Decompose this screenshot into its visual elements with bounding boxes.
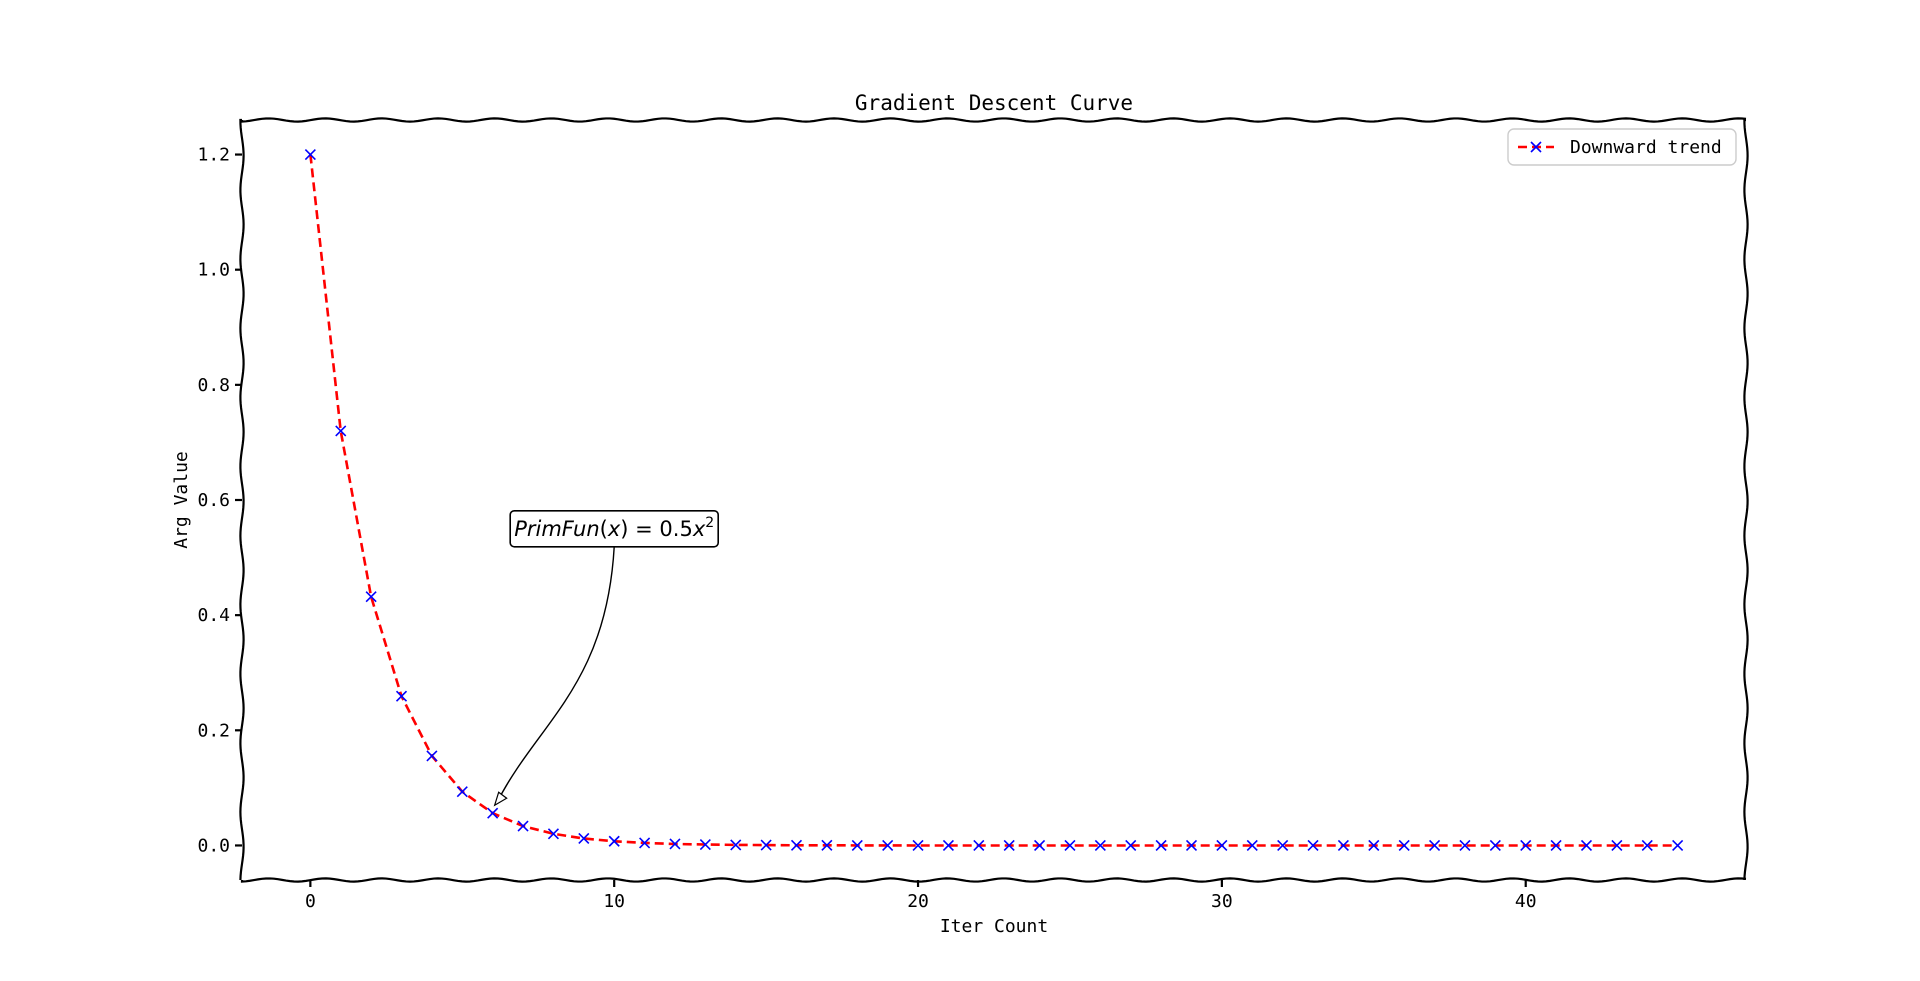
legend-marker <box>1530 141 1542 153</box>
data-point-marker <box>1246 839 1258 852</box>
data-point-marker <box>365 591 377 603</box>
data-point-marker <box>517 820 529 832</box>
data-point-marker <box>1672 839 1684 852</box>
data-point-marker <box>1489 839 1501 852</box>
annotation-arrowhead <box>493 791 508 807</box>
data-point-marker <box>1034 839 1046 852</box>
data-point-marker <box>1550 839 1562 852</box>
annotation-arrow <box>496 546 615 804</box>
data-point-marker <box>395 690 408 702</box>
x-tick-label: 0 <box>305 891 316 912</box>
data-point-marker <box>942 839 954 852</box>
x-tick-label: 40 <box>1515 891 1537 912</box>
annotation: PrimFun(x) = 0.5x2 <box>493 509 720 807</box>
data-point-marker <box>335 425 347 437</box>
y-tick-label: 0.4 <box>197 605 230 626</box>
data-point-marker <box>1277 839 1289 852</box>
data-point-marker <box>1185 839 1198 852</box>
data-point-marker <box>851 839 863 851</box>
data-point-marker <box>639 837 651 849</box>
data-point-marker <box>1459 839 1471 852</box>
data-point-marker <box>730 839 742 851</box>
spine-top <box>240 117 1747 123</box>
data-point-marker <box>912 839 924 852</box>
data-point-marker <box>578 832 590 845</box>
annotation-box <box>509 509 720 548</box>
data-point-marker <box>1368 839 1380 852</box>
y-tick-label: 1.0 <box>197 260 230 281</box>
data-point-marker <box>304 148 316 161</box>
data-point-marker <box>821 839 833 851</box>
y-axis-label: Arg Value <box>171 451 192 549</box>
y-tick-label: 1.2 <box>197 145 230 166</box>
spine-bottom <box>240 877 1747 883</box>
spine-right <box>1743 118 1749 881</box>
series-layer <box>304 148 1684 852</box>
y-tick-label: 0.0 <box>197 835 230 856</box>
series-line <box>309 154 1678 847</box>
data-point-marker <box>1641 839 1653 852</box>
data-point-marker <box>1337 839 1349 852</box>
data-point-marker <box>973 839 985 852</box>
data-point-marker <box>1094 839 1106 852</box>
data-point-marker <box>1611 839 1623 852</box>
data-point-marker <box>790 839 803 851</box>
data-point-marker <box>456 786 468 798</box>
data-point-marker <box>426 750 438 762</box>
plot-frame <box>239 117 1749 883</box>
axis-ticks: 0 10 20 30 40 0.0 0.2 0.4 0.6 0.8 1.0 1.2 <box>197 145 1536 912</box>
y-tick-label: 0.8 <box>197 375 230 396</box>
x-axis-label: Iter Count <box>940 916 1048 937</box>
data-point-marker <box>1428 839 1441 852</box>
data-point-marker <box>1003 839 1015 852</box>
x-tick-label: 30 <box>1211 891 1233 912</box>
legend-label: Downward trend <box>1570 137 1722 158</box>
data-point-marker <box>760 839 772 851</box>
x-tick-label: 10 <box>603 891 625 912</box>
x-tick-label: 20 <box>907 891 929 912</box>
data-point-marker <box>547 828 560 840</box>
y-tick-label: 0.2 <box>197 720 230 741</box>
legend-box <box>1507 128 1737 166</box>
data-point-marker <box>882 839 894 851</box>
legend: Downward trend <box>1507 128 1737 166</box>
data-point-marker <box>1398 839 1410 852</box>
data-point-marker <box>1520 839 1532 852</box>
data-point-marker <box>699 838 711 851</box>
data-point-marker <box>1216 839 1228 852</box>
data-point-marker <box>487 807 499 819</box>
chart-title: Gradient Descent Curve <box>855 91 1133 115</box>
data-point-marker <box>1064 839 1076 852</box>
data-point-marker <box>1155 839 1167 852</box>
spine-left <box>239 118 245 881</box>
y-tick-label: 0.6 <box>197 490 230 511</box>
data-point-marker <box>669 838 681 850</box>
data-point-marker <box>1307 839 1319 852</box>
annotation-text: PrimFun(x) = 0.5x2 <box>514 515 714 541</box>
data-point-marker <box>1580 839 1593 852</box>
data-point-marker <box>1125 839 1137 852</box>
data-point-marker <box>608 835 620 847</box>
